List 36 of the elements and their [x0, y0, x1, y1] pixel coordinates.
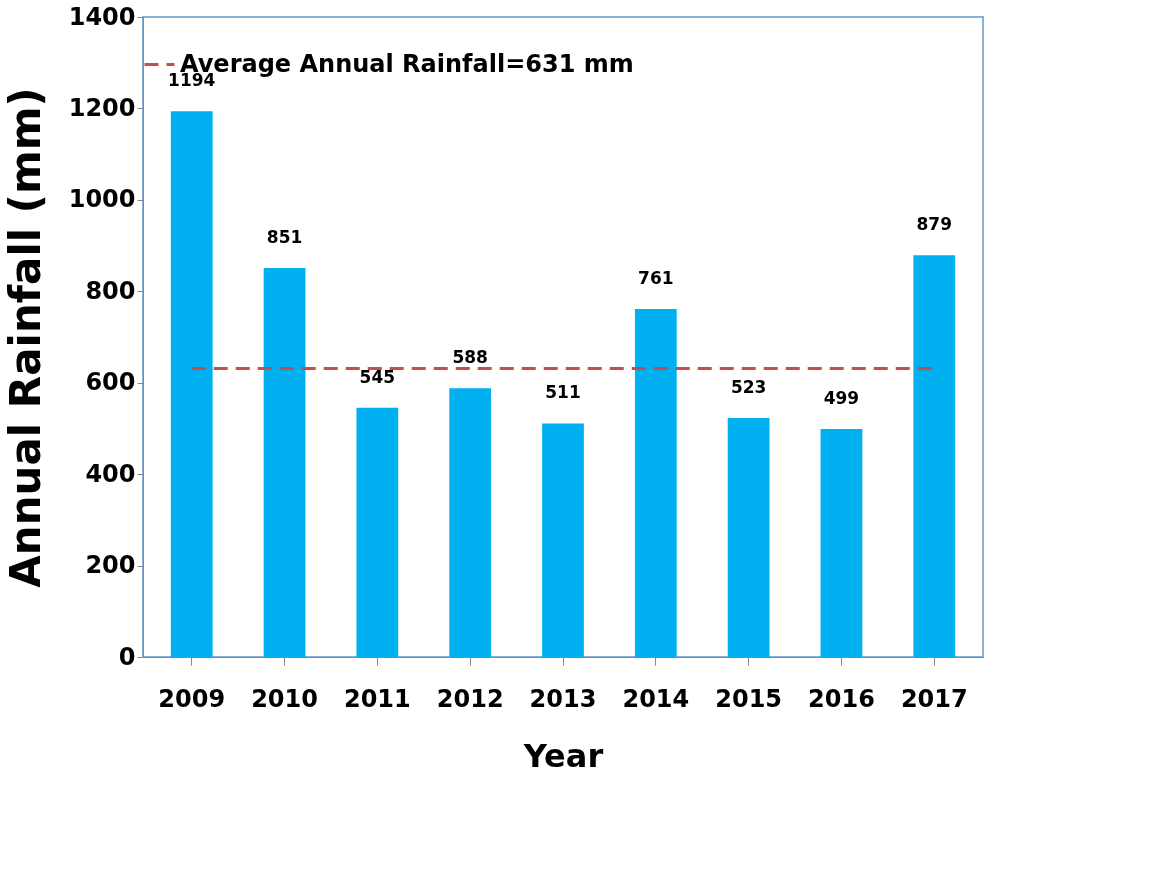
bar [727, 417, 770, 657]
x-tick-label: 2012 [436, 684, 504, 713]
bar [356, 407, 399, 657]
data-label: 499 [823, 387, 860, 408]
data-label: 879 [916, 214, 953, 235]
data-label: 761 [638, 268, 674, 289]
bar [542, 423, 584, 657]
y-tick-label: 1200 [68, 93, 136, 122]
bar [820, 428, 863, 657]
data-label: 523 [730, 376, 767, 397]
x-tick-label: 2009 [158, 684, 226, 713]
data-label: 851 [266, 226, 303, 247]
x-tick-label: 2014 [622, 684, 690, 713]
data-label: 545 [359, 366, 396, 387]
y-tick-label: 200 [85, 551, 136, 580]
bar [634, 309, 677, 657]
x-tick-label: 2013 [529, 684, 597, 713]
data-label: 511 [545, 382, 581, 403]
bar [170, 111, 213, 657]
y-tick-label: 600 [85, 368, 136, 397]
x-tick-label: 2010 [251, 684, 318, 713]
x-tick-label: 2017 [900, 684, 968, 713]
x-tick-label: 2015 [715, 684, 783, 713]
bar [913, 255, 956, 657]
y-tick-label: 400 [85, 459, 136, 488]
x-axis-title: Year [522, 736, 604, 775]
y-tick-label: 1000 [68, 185, 136, 214]
y-tick-label: 800 [85, 276, 136, 305]
y-axis-title: Annual Rainfall (mm) [0, 87, 50, 588]
bar [263, 267, 306, 657]
data-label: 588 [452, 347, 488, 368]
bar [449, 388, 492, 657]
x-tick-label: 2016 [808, 684, 875, 713]
y-tick-label: 0 [118, 642, 136, 671]
x-tick-label: 2011 [343, 684, 411, 713]
y-tick-label: 1400 [68, 2, 136, 31]
